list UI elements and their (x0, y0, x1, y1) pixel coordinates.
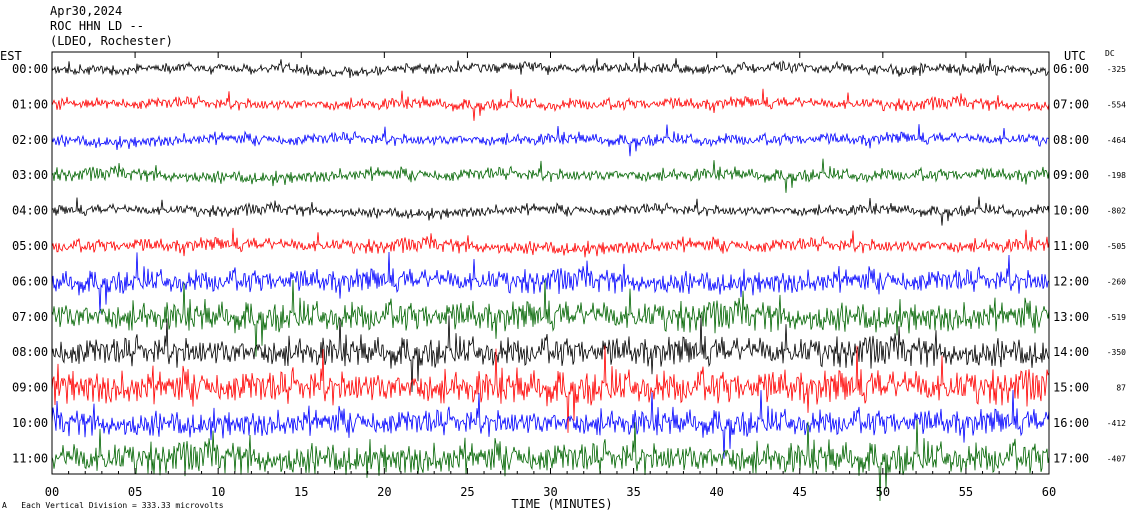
utc-hour-label: 13:00 (1053, 310, 1089, 324)
seismic-trace-line (51, 279, 1050, 357)
dc-offset-label: -505 (1107, 242, 1126, 251)
est-hour-label: 03:00 (12, 168, 48, 182)
utc-hour-label: 17:00 (1053, 451, 1089, 465)
est-hour-label: 08:00 (12, 345, 48, 359)
dc-offset-label: -325 (1107, 65, 1126, 74)
est-hour-label: 06:00 (12, 274, 48, 288)
seismic-trace-line (51, 315, 1050, 393)
x-tick-label: 40 (709, 485, 723, 499)
est-hour-label: 10:00 (12, 416, 48, 430)
est-hour-label: 02:00 (12, 133, 48, 147)
utc-hour-label: 11:00 (1053, 239, 1089, 253)
est-hour-label: 05:00 (12, 239, 48, 253)
footnote-marker: A (2, 501, 7, 510)
seismic-trace-line (51, 56, 1050, 78)
x-tick-label: 50 (876, 485, 890, 499)
dc-offset-label: -519 (1107, 313, 1126, 322)
utc-hour-label: 16:00 (1053, 416, 1089, 430)
seismic-trace-line (51, 345, 1050, 433)
network-name: (LDEO, Rochester) (50, 34, 173, 48)
est-hour-label: 09:00 (12, 381, 48, 395)
utc-hour-label: 10:00 (1053, 204, 1089, 218)
dc-offset-label: -198 (1107, 171, 1126, 180)
footnote-text: Each Vertical Division = 333.33 microvol… (21, 501, 224, 510)
x-axis-label: TIME (MINUTES) (511, 497, 612, 511)
dc-offset-label: -802 (1107, 207, 1126, 216)
dc-offset-label: -412 (1107, 419, 1126, 428)
plot-date: Apr30,2024 (50, 4, 123, 18)
x-tick-label: 25 (460, 485, 474, 499)
dc-offset-label: -260 (1107, 277, 1126, 286)
seismic-trace-line (51, 251, 1050, 314)
utc-hour-label: 12:00 (1053, 274, 1089, 288)
dc-offset-label: 87 (1116, 384, 1126, 393)
x-tick-label: 20 (377, 485, 391, 499)
dc-column-label: DC (1105, 49, 1115, 58)
utc-hour-label: 15:00 (1053, 381, 1089, 395)
x-tick-label: 05 (128, 485, 142, 499)
x-tick-label: 30 (543, 485, 557, 499)
footnote: A Each Vertical Division = 333.33 microv… (2, 501, 224, 510)
utc-hour-label: 06:00 (1053, 62, 1089, 76)
est-hour-label: 00:00 (12, 62, 48, 76)
x-tick-label: 35 (626, 485, 640, 499)
est-axis-label: EST (0, 49, 22, 63)
seismic-trace-line (51, 124, 1050, 157)
seismic-trace-line (51, 158, 1050, 193)
x-tick-label: 15 (294, 485, 308, 499)
seismic-trace-line (51, 419, 1050, 502)
seismic-trace-line (51, 227, 1050, 258)
station-id: ROC HHN LD -- (50, 19, 144, 33)
utc-hour-label: 08:00 (1053, 133, 1089, 147)
seismic-trace-line (51, 196, 1050, 226)
dc-offset-label: -464 (1107, 136, 1126, 145)
seismic-trace-line (51, 88, 1050, 121)
x-tick-label: 60 (1042, 485, 1056, 499)
seismic-trace-line (51, 389, 1050, 459)
x-tick-label: 55 (959, 485, 973, 499)
est-hour-label: 11:00 (12, 451, 48, 465)
est-hour-label: 07:00 (12, 310, 48, 324)
utc-hour-label: 07:00 (1053, 97, 1089, 111)
dc-offset-label: -350 (1107, 348, 1126, 357)
est-hour-label: 04:00 (12, 204, 48, 218)
utc-hour-label: 09:00 (1053, 168, 1089, 182)
x-tick-label: 45 (793, 485, 807, 499)
dc-offset-label: -554 (1107, 100, 1126, 109)
plot-frame (51, 51, 1050, 475)
x-tick-label: 00 (45, 485, 59, 499)
dc-offset-label: -407 (1107, 454, 1126, 463)
x-tick-label: 10 (211, 485, 225, 499)
utc-axis-label: UTC (1064, 49, 1086, 63)
est-hour-label: 01:00 (12, 97, 48, 111)
utc-hour-label: 14:00 (1053, 345, 1089, 359)
